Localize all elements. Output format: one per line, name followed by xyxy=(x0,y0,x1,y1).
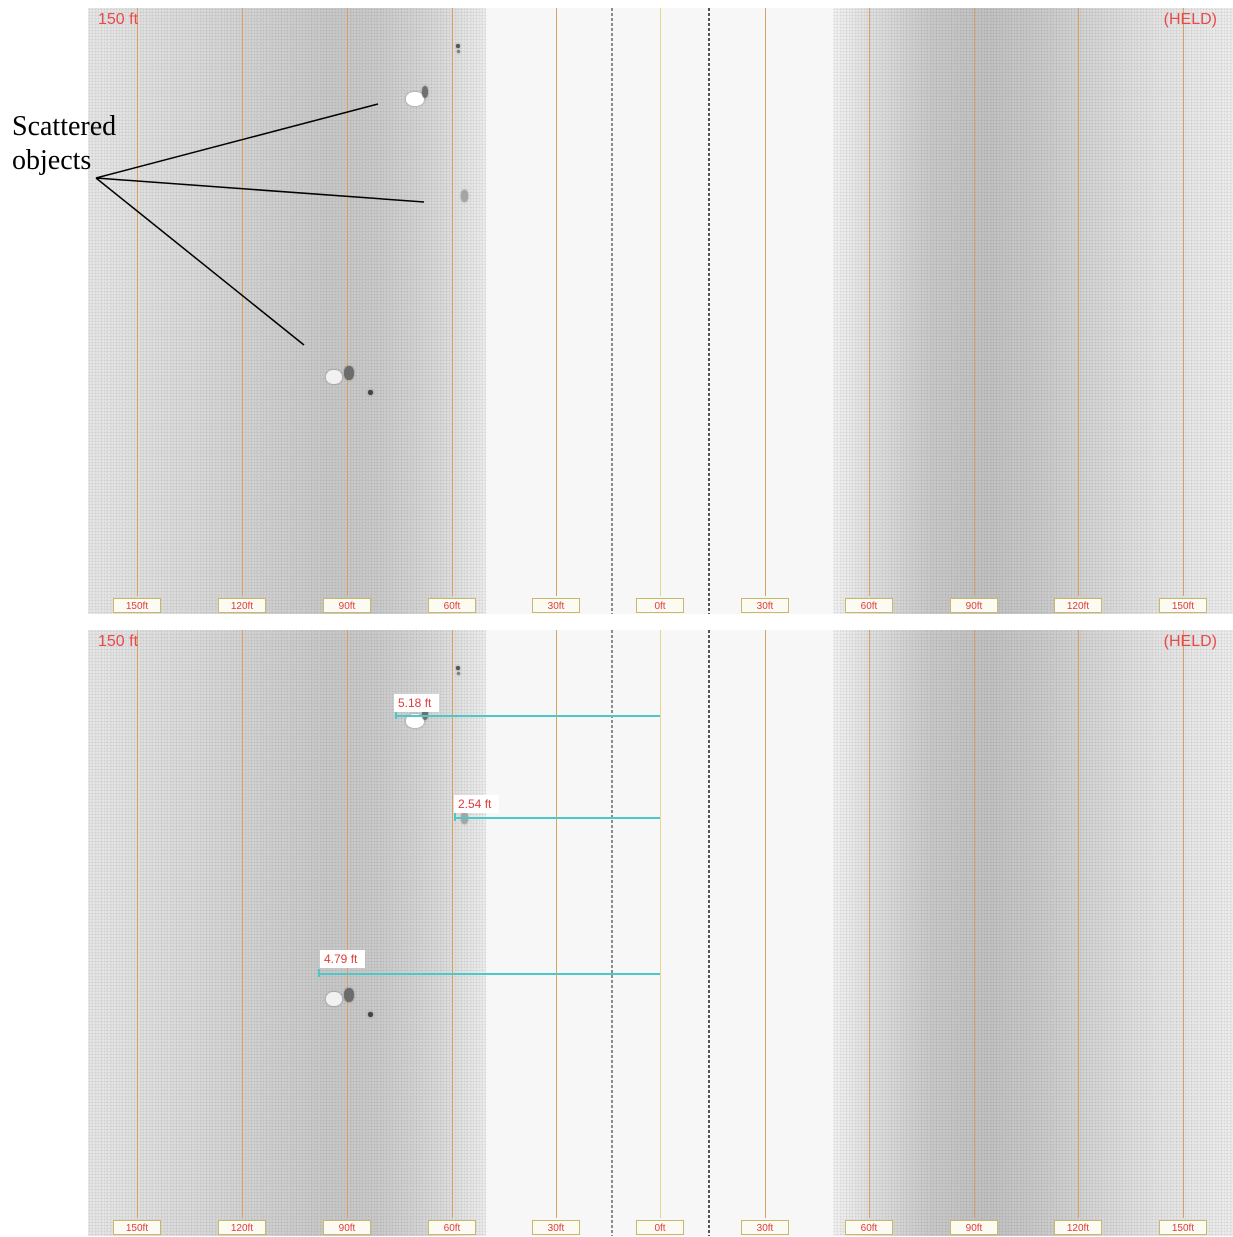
port-seafloor-return xyxy=(88,630,486,1236)
range-line xyxy=(242,630,243,1218)
range-line xyxy=(765,8,766,596)
range-tick-label: 90ft xyxy=(950,1220,998,1235)
range-line xyxy=(452,630,453,1218)
range-tick-label: 30ft xyxy=(741,1220,789,1235)
target-icon xyxy=(461,190,468,202)
range-tick-label: 60ft xyxy=(845,598,893,613)
center-line xyxy=(660,630,661,1218)
target-icon xyxy=(422,708,428,720)
range-line xyxy=(869,630,870,1218)
range-tick-label: 30ft xyxy=(741,598,789,613)
water-column-streak xyxy=(708,630,710,1236)
range-tick-label: 60ft xyxy=(428,598,476,613)
starboard-seafloor-return xyxy=(833,8,1233,614)
range-label: 150 ft xyxy=(98,11,139,28)
range-line xyxy=(1078,630,1079,1218)
range-line xyxy=(347,8,348,596)
measurement-endpoint xyxy=(395,711,397,719)
target-icon xyxy=(368,1012,373,1017)
measurement-line xyxy=(396,715,660,717)
measurement-endpoint xyxy=(318,969,320,977)
measurement-label: 4.79 ft xyxy=(320,950,366,968)
measurement-line xyxy=(319,973,660,975)
range-tick-label: 90ft xyxy=(323,1220,371,1235)
target-icon xyxy=(456,44,460,48)
sonar-panel-bottom[interactable]: 5.18 ft 2.54 ft 4.79 ft 150ft 120ft 90ft 60ft… xyxy=(88,630,1233,1236)
center-line xyxy=(660,8,661,596)
target-icon xyxy=(326,370,342,384)
range-line xyxy=(765,630,766,1218)
range-label: 150 ft xyxy=(98,633,139,650)
target-icon xyxy=(422,86,428,98)
range-tick-label: 120ft xyxy=(1054,598,1102,613)
measurement-endpoint xyxy=(454,813,456,821)
measurement-label: 2.54 ft xyxy=(454,795,500,813)
starboard-seafloor-return xyxy=(833,630,1233,1236)
held-status: (HELD) xyxy=(1163,11,1217,28)
target-icon xyxy=(326,992,342,1006)
range-tick-label: 30ft xyxy=(532,598,580,613)
range-line xyxy=(974,8,975,596)
target-icon xyxy=(406,714,424,728)
range-tick-label: 150ft xyxy=(1159,1220,1207,1235)
target-icon xyxy=(406,92,424,106)
range-line xyxy=(347,630,348,1218)
range-line xyxy=(556,630,557,1218)
range-tick-label: 150ft xyxy=(113,598,161,613)
range-tick-label: 60ft xyxy=(845,1220,893,1235)
range-tick-label: 150ft xyxy=(113,1220,161,1235)
target-icon xyxy=(456,666,460,670)
range-tick-label: 0ft xyxy=(636,1220,684,1235)
range-tick-label: 90ft xyxy=(950,598,998,613)
range-line xyxy=(869,8,870,596)
range-line xyxy=(974,630,975,1218)
water-column-streak xyxy=(611,630,613,1236)
held-status: (HELD) xyxy=(1163,633,1217,650)
target-icon xyxy=(457,50,460,53)
range-tick-label: 30ft xyxy=(532,1220,580,1235)
range-line xyxy=(242,8,243,596)
range-tick-label: 120ft xyxy=(1054,1220,1102,1235)
range-tick-label: 60ft xyxy=(428,1220,476,1235)
range-tick-label: 150ft xyxy=(1159,598,1207,613)
range-line xyxy=(1078,8,1079,596)
range-line xyxy=(1183,8,1184,596)
range-tick-label: 120ft xyxy=(218,598,266,613)
range-line xyxy=(1183,630,1184,1218)
scattered-objects-annotation: Scattered objects xyxy=(12,111,117,176)
target-icon xyxy=(457,672,460,675)
range-tick-label: 120ft xyxy=(218,1220,266,1235)
sonar-panel-top[interactable]: 150ft 120ft 90ft 60ft 30ft 0ft 30ft 60ft 90ft 120… xyxy=(88,8,1233,614)
target-icon xyxy=(368,390,373,395)
range-line xyxy=(556,8,557,596)
target-icon xyxy=(344,988,354,1002)
range-tick-label: 0ft xyxy=(636,598,684,613)
range-line xyxy=(452,8,453,596)
measurement-line xyxy=(455,817,660,819)
range-line xyxy=(137,8,138,596)
range-line xyxy=(137,630,138,1218)
range-tick-label: 90ft xyxy=(323,598,371,613)
water-column-streak xyxy=(708,8,710,614)
water-column-streak xyxy=(611,8,613,614)
measurement-label: 5.18 ft xyxy=(394,694,440,712)
target-icon xyxy=(344,366,354,380)
